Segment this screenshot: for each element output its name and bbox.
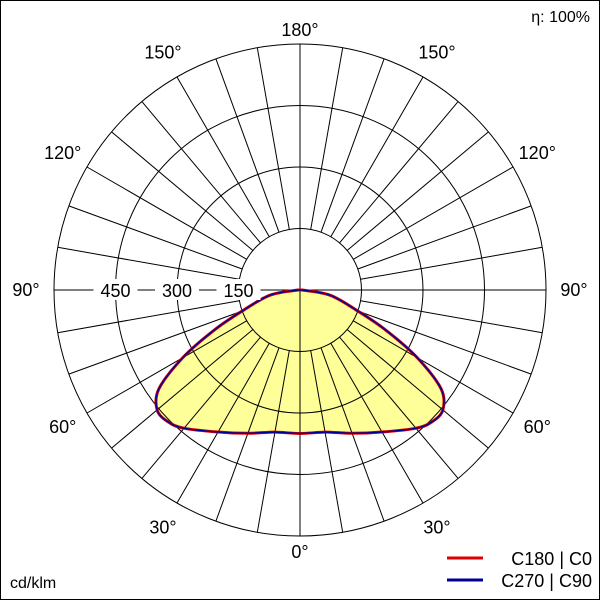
grid-spoke-40 (339, 336, 459, 479)
angle-label-90-right: 90° (560, 280, 587, 300)
angle-label-120-right: 120° (519, 143, 556, 163)
grid-spoke-240 (86, 166, 247, 260)
grid-spoke-70 (357, 310, 532, 375)
efficiency-label: η: 100% (531, 9, 590, 26)
grid-spoke-350 (256, 350, 290, 533)
angle-label-150-left: 150° (144, 43, 181, 63)
radial-tick-450: 450 (100, 281, 130, 301)
angle-label-30-right: 30° (423, 517, 450, 537)
grid-spoke-110 (357, 205, 532, 270)
grid-spoke-200 (215, 58, 280, 233)
grid-spoke-50 (346, 329, 489, 449)
angle-label-120-left: 120° (44, 143, 81, 163)
grid-spoke-140 (339, 101, 459, 244)
angle-label-150-right: 150° (418, 43, 455, 63)
grid-spoke-100 (360, 246, 543, 280)
grid-spoke-120 (353, 166, 514, 260)
grid-spoke-250 (68, 205, 243, 270)
radial-tick-bg-450 (93, 279, 138, 300)
grid-spoke-30 (330, 343, 424, 504)
grid-spoke-320 (141, 336, 261, 479)
grid-spoke-260 (57, 246, 240, 280)
grid-spoke-300 (86, 320, 247, 414)
grid-spoke-290 (68, 310, 243, 375)
grid-spoke-10 (310, 350, 344, 533)
grid-spoke-230 (111, 131, 254, 251)
angle-label-0-center: 0° (291, 542, 308, 562)
angle-label-60-left: 60° (49, 417, 76, 437)
angle-label-60-right: 60° (524, 417, 551, 437)
radial-tick-150: 150 (223, 281, 253, 301)
grid-spoke-220 (141, 101, 261, 244)
series-curve-1 (155, 289, 445, 435)
grid-spoke-130 (346, 131, 489, 251)
angle-label-180-center: 180° (281, 20, 318, 40)
legend-label-c180-c0: C180 | C0 (511, 549, 592, 569)
grid-spoke-160 (320, 58, 385, 233)
grid-spoke-210 (176, 76, 270, 237)
radial-tick-300: 300 (162, 281, 192, 301)
grid-spoke-310 (111, 329, 254, 449)
grid-spoke-150 (330, 76, 424, 237)
radial-tick-bg-300 (155, 279, 199, 300)
grid-spoke-60 (353, 320, 514, 414)
grid-spoke-170 (310, 47, 344, 230)
radial-tick-bg-150 (216, 279, 261, 300)
grid-spoke-330 (176, 343, 270, 504)
legend: C180 | C0 C270 | C90 (447, 549, 592, 591)
unit-label: cd/klm (10, 575, 56, 592)
grid-spoke-80 (360, 300, 543, 334)
legend-label-c270-c90: C270 | C90 (501, 571, 592, 591)
angle-label-90-left: 90° (12, 280, 39, 300)
grid-spoke-280 (57, 300, 240, 334)
grid-spoke-190 (256, 47, 290, 230)
angle-label-30-left: 30° (149, 517, 176, 537)
